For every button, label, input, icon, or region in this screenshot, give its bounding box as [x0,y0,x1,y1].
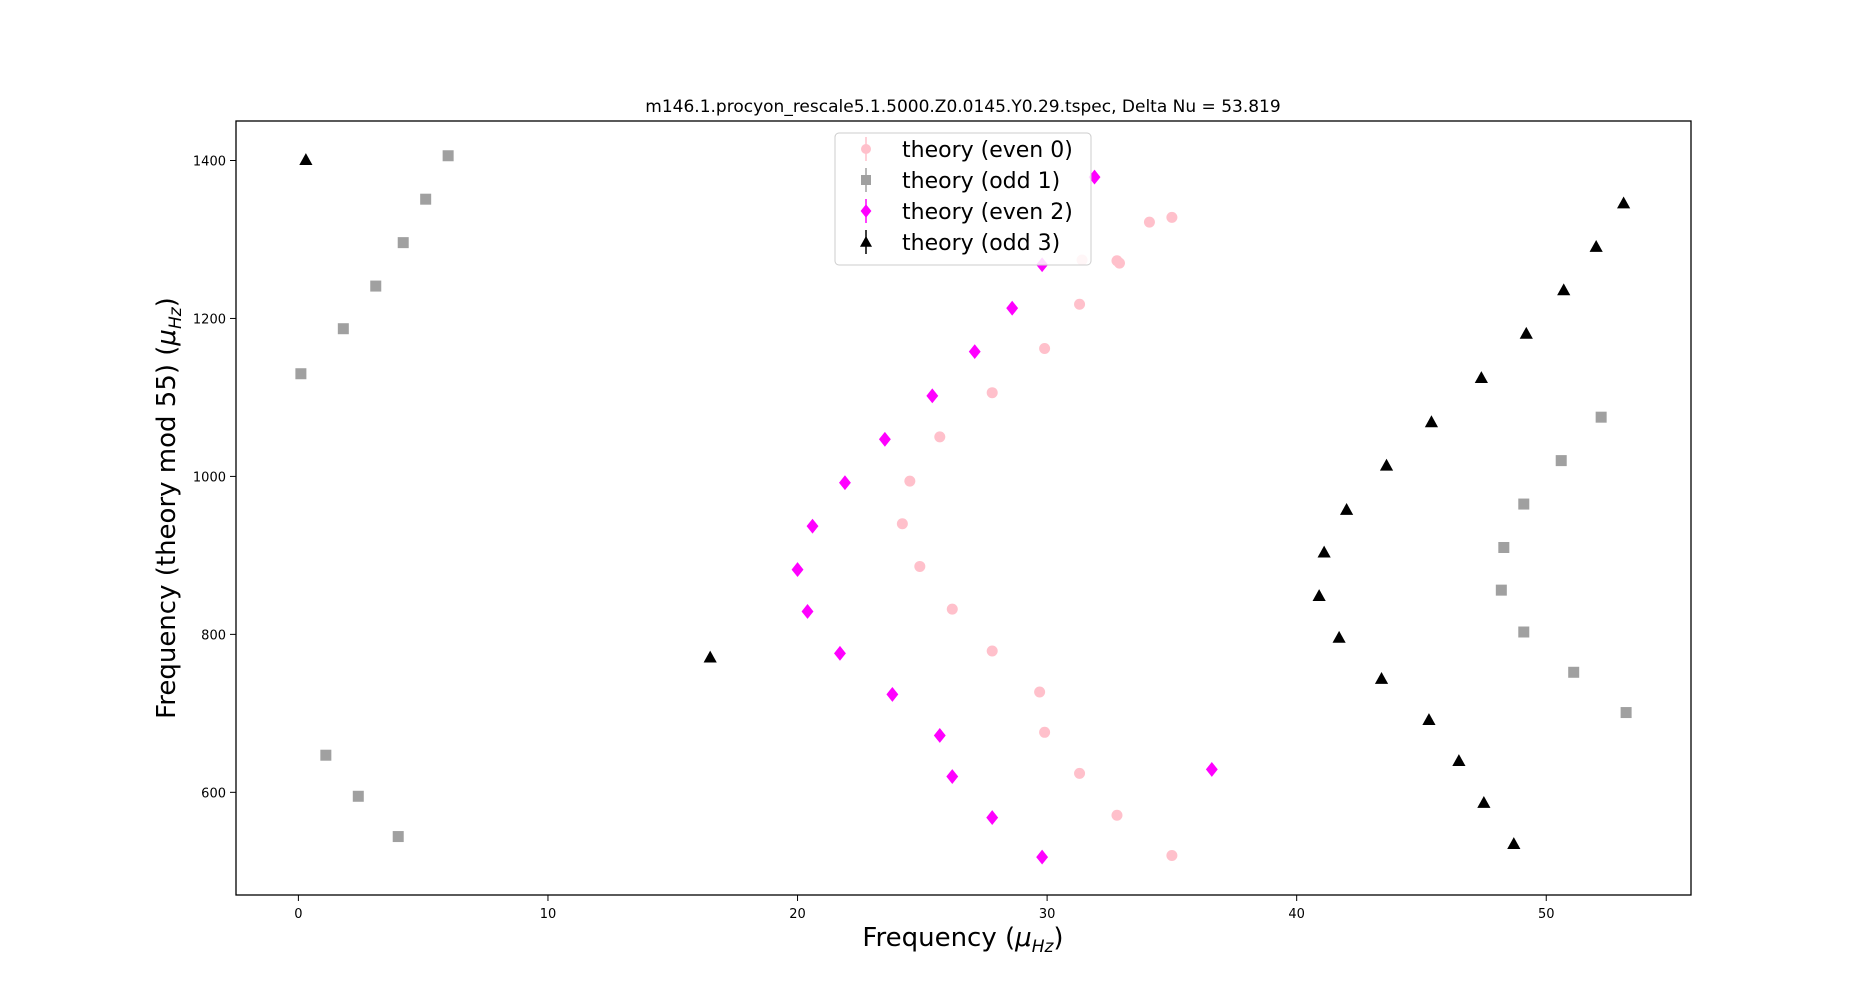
x-tick-label: 0 [294,907,302,922]
data-point [320,749,332,761]
data-point [878,431,891,447]
y-tick-label: 1200 [193,312,226,327]
data-point [986,387,998,399]
y-tick-label: 1400 [193,154,226,169]
legend: theory (even 0) theory (odd 1) theory (eve… [834,132,1092,266]
legend-marker [860,204,872,218]
data-point [1589,239,1603,252]
series-3 [299,153,1631,849]
data-point [933,728,946,743]
x-axis-label: Frequency (μHz) [862,923,1063,957]
data-point [986,645,998,657]
data-point [801,604,814,619]
data-point [1074,298,1086,310]
data-point [946,769,959,784]
legend-label: theory (odd 3) [902,231,1060,256]
data-points [295,150,1632,865]
series-2 [791,169,1218,865]
data-point [1166,850,1178,862]
data-point [1166,211,1178,223]
data-point [1111,809,1123,821]
data-point [1379,458,1394,471]
legend-label: theory (odd 1) [902,169,1060,194]
chart-title: m146.1.procyon_rescale5.1.5000.Z0.0145.Y… [645,97,1280,117]
data-point [904,475,916,487]
data-point [1034,686,1046,698]
data-point [1332,630,1346,643]
x-tick-label: 40 [1288,907,1305,922]
data-point [914,560,926,572]
data-point [1498,541,1510,553]
data-point [1477,795,1491,808]
data-point [1039,726,1051,738]
data-point [295,368,307,380]
data-point [1006,300,1019,316]
data-point [1422,713,1436,725]
data-point [1088,169,1101,185]
data-point [397,237,409,249]
data-point [1557,283,1571,296]
data-point [337,323,349,335]
data-point [934,431,946,443]
legend-marker [861,175,871,185]
data-point [392,831,404,843]
data-point [1317,545,1331,558]
data-point [1312,589,1326,601]
data-point [1568,666,1580,678]
data-point [299,153,313,165]
data-point [1518,626,1530,638]
data-point [806,518,819,534]
x-tick-label: 30 [1039,907,1056,922]
axis-ticks: 0 10 20 30 40 50 600 800 1000 1200 1400 [193,154,1555,922]
data-point [839,475,851,491]
data-point [926,388,939,404]
data-point [986,810,999,826]
data-point [1595,411,1607,423]
legend-box [834,132,1092,266]
data-point [1424,415,1439,428]
data-point [442,150,454,162]
data-point [1620,707,1632,719]
data-point [1374,671,1389,684]
data-point [1555,455,1567,467]
data-point [834,645,846,661]
legend-label: theory (even 2) [902,200,1073,225]
legend-marker [860,236,872,247]
x-tick-label: 10 [540,907,557,922]
data-point [1113,257,1125,269]
y-tick-label: 600 [201,786,226,801]
data-point [791,562,804,578]
data-point [886,686,899,702]
data-point [352,790,364,802]
data-point [1339,502,1354,515]
legend-marker [861,144,871,154]
data-point [370,280,382,292]
data-point [1617,196,1631,209]
y-tick-label: 800 [201,628,226,643]
y-tick-label: 1000 [193,470,226,485]
data-point [968,344,981,360]
data-point [1519,326,1533,339]
data-point [1474,371,1488,383]
y-axis-label: Frequency (theory mod 55) (μHz) [152,297,186,719]
series-1 [295,150,1632,843]
data-point [1143,216,1155,228]
data-point [1518,498,1530,510]
data-point [1452,754,1466,767]
data-point [896,518,908,530]
data-point [1039,342,1051,354]
data-point [1205,761,1218,777]
legend-label: theory (even 0) [902,138,1073,163]
data-point [1036,849,1049,865]
data-point [1074,767,1086,779]
data-point [946,603,958,615]
data-point [1507,837,1521,849]
data-point [703,650,717,663]
data-point [420,193,432,205]
data-point [1495,584,1507,596]
x-tick-label: 20 [789,907,806,922]
plot-frame [235,120,1692,896]
x-tick-label: 50 [1538,907,1555,922]
